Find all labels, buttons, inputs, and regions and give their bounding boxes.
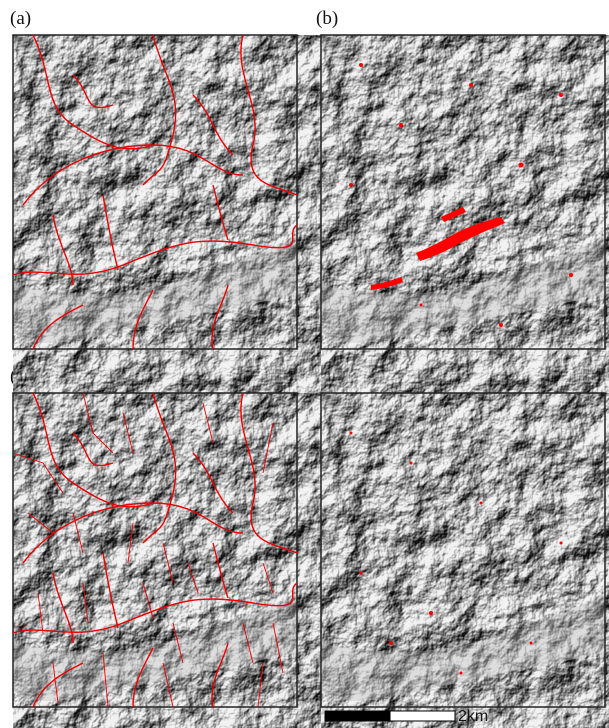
map [321, 393, 605, 707]
panel-d [321, 393, 605, 707]
scale-segment [324, 710, 391, 722]
panel-label: (a) [10, 8, 31, 29]
map [321, 35, 605, 349]
panel-label: (d) [316, 366, 338, 387]
panel-a [13, 35, 297, 349]
map [13, 393, 297, 707]
panel-label: (c) [10, 366, 31, 387]
scale-bar: 2km [324, 708, 488, 725]
map [13, 35, 297, 349]
panel-c [13, 393, 297, 707]
scale-label: 2km [458, 708, 488, 725]
panel-b [321, 35, 605, 349]
panel-label: (b) [316, 8, 338, 29]
scale-segment [389, 710, 456, 722]
